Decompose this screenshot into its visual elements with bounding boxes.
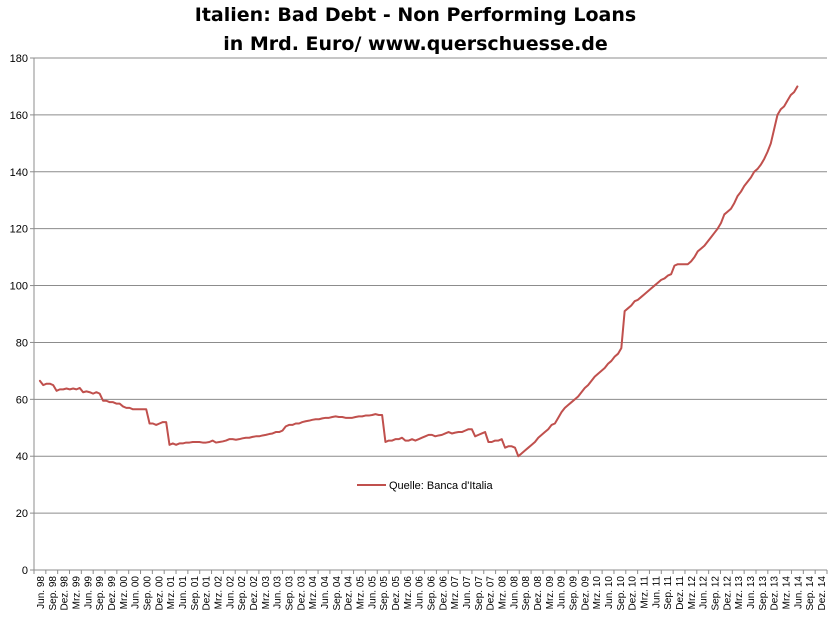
x-tick-label: Jun. 11 xyxy=(651,576,662,608)
x-tick-label: Sep. 08 xyxy=(521,576,532,611)
x-tick-label: Dez. 00 xyxy=(154,576,165,611)
x-tick-label: Dez. 11 xyxy=(675,576,686,610)
x-tick-label: Mrz. 11 xyxy=(640,576,651,609)
legend: Quelle: Banca d'Italia xyxy=(357,480,493,492)
x-tick-label: Sep. 11 xyxy=(663,576,674,610)
x-tick-label: Mrz. 03 xyxy=(261,576,272,610)
y-tick-label: 180 xyxy=(10,53,28,65)
x-tick-label: Sep. 02 xyxy=(237,576,248,611)
x-tick-label: Dez. 10 xyxy=(628,576,639,611)
x-tick-label: Jun. 10 xyxy=(604,576,615,609)
x-tick-label: Dez. 03 xyxy=(296,576,307,611)
x-tick-label: Mrz. 13 xyxy=(734,576,745,610)
y-tick-label: 120 xyxy=(10,224,28,236)
y-tick-label: 60 xyxy=(16,394,28,406)
y-axis-ticks: 0 20 40 60 80 100 120 140 160 180 xyxy=(10,53,34,577)
legend-label: Quelle: Banca d'Italia xyxy=(389,480,493,492)
x-tick-label: Sep. 12 xyxy=(711,576,722,611)
x-tick-label: Sep. 06 xyxy=(427,576,438,611)
x-tick-label: Dez. 08 xyxy=(533,576,544,611)
x-tick-label: Mrz. 09 xyxy=(545,576,556,610)
x-tick-label: Dez. 05 xyxy=(391,576,402,611)
x-tick-label: Mrz. 01 xyxy=(166,576,177,610)
x-tick-label: Dez. 07 xyxy=(486,576,497,611)
x-tick-label: Jun. 12 xyxy=(699,576,710,609)
x-tick-label: Jun. 13 xyxy=(746,576,757,609)
x-tick-label: Dez. 01 xyxy=(202,576,213,611)
gridlines xyxy=(34,57,827,571)
x-tick-label: Mrz. 99 xyxy=(71,576,82,610)
x-tick-label: Sep. 00 xyxy=(142,576,153,611)
x-tick-label: Jun. 01 xyxy=(178,576,189,609)
series-line xyxy=(38,85,799,458)
axes xyxy=(33,58,827,571)
x-tick-label: Sep. 05 xyxy=(379,576,390,611)
y-tick-label: 100 xyxy=(10,281,28,293)
x-tick-label: Dez. 99 xyxy=(107,576,118,611)
x-tick-label: Jun. 05 xyxy=(367,576,378,609)
x-axis-ticks: Jun. 98 Sep. 98 Dez. 98 Mrz. 99 Jun. 99 Sep. … xyxy=(33,570,828,611)
x-tick-label: Sep. 98 xyxy=(48,576,59,611)
x-tick-label: Mrz. 02 xyxy=(213,576,224,610)
x-tick-label: Dez. 04 xyxy=(344,576,355,611)
x-tick-label: Mrz. 04 xyxy=(308,576,319,610)
x-tick-label: Dez. 98 xyxy=(60,576,71,611)
x-tick-label: Jun. 99 xyxy=(83,576,94,609)
x-tick-label: Jun. 04 xyxy=(320,576,331,609)
y-tick-label: 80 xyxy=(16,337,28,349)
x-tick-label: Mrz. 06 xyxy=(403,576,414,610)
chart-subtitle: in Mrd. Euro/ www.querschuesse.de xyxy=(223,33,608,55)
x-tick-label: Mrz. 07 xyxy=(450,576,461,610)
x-tick-label: Dez. 09 xyxy=(580,576,591,611)
x-tick-label: Mrz. 00 xyxy=(119,576,130,610)
x-tick-label: Sep. 99 xyxy=(95,576,106,611)
y-tick-label: 140 xyxy=(10,167,28,179)
x-tick-label: Jun. 00 xyxy=(131,576,142,609)
x-tick-label: Jun. 03 xyxy=(273,576,284,609)
x-tick-label: Mrz. 05 xyxy=(355,576,366,610)
x-tick-label: Dez. 14 xyxy=(817,576,828,611)
x-tick-label: Mrz. 08 xyxy=(498,576,509,610)
y-tick-label: 0 xyxy=(22,565,28,577)
x-tick-label: Sep. 01 xyxy=(190,576,201,611)
x-tick-label: Sep. 04 xyxy=(332,576,343,611)
x-tick-label: Dez. 02 xyxy=(249,576,260,611)
x-tick-label: Dez. 12 xyxy=(722,576,733,611)
x-tick-label: Mrz. 10 xyxy=(592,576,603,610)
chart-title: Italien: Bad Debt - Non Performing Loans xyxy=(194,4,637,26)
x-tick-label: Mrz. 12 xyxy=(687,576,698,610)
x-tick-label: Sep. 13 xyxy=(758,576,769,611)
x-tick-label: Dez. 13 xyxy=(770,576,781,611)
y-tick-label: 40 xyxy=(16,451,28,463)
x-tick-label: Sep. 10 xyxy=(616,576,627,611)
y-tick-label: 160 xyxy=(10,110,28,122)
x-tick-label: Jun. 07 xyxy=(462,576,473,609)
series-group xyxy=(38,85,799,458)
x-tick-label: Jun. 14 xyxy=(793,576,804,609)
x-tick-label: Dez. 06 xyxy=(438,576,449,611)
x-tick-label: Sep. 07 xyxy=(474,576,485,611)
x-tick-label: Jun. 09 xyxy=(557,576,568,609)
x-tick-label: Jun. 06 xyxy=(415,576,426,609)
x-tick-label: Jun. 98 xyxy=(36,576,47,609)
x-tick-label: Jun. 02 xyxy=(225,576,236,609)
x-tick-label: Mrz. 14 xyxy=(782,576,793,610)
x-tick-label: Sep. 03 xyxy=(284,576,295,611)
x-tick-label: Sep. 09 xyxy=(569,576,580,611)
x-tick-label: Jun. 08 xyxy=(509,576,520,609)
y-tick-label: 20 xyxy=(16,508,28,520)
x-tick-label: Sep. 14 xyxy=(805,576,816,611)
